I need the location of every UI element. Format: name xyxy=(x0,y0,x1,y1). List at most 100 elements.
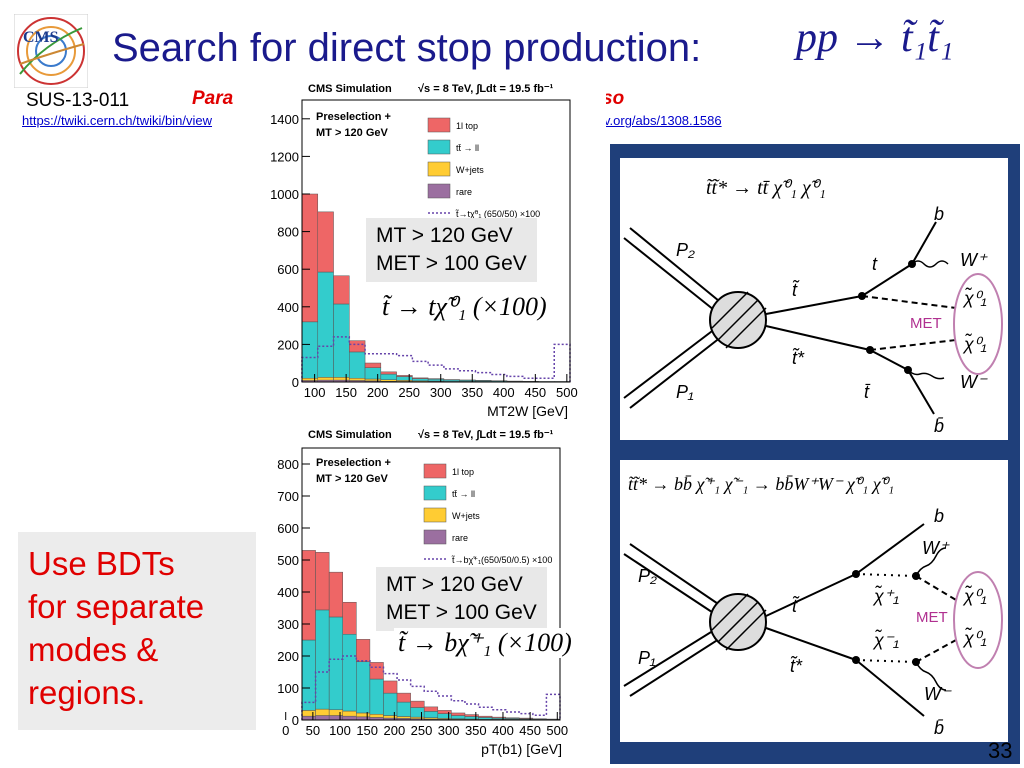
chart-1-bar-tt-ll-5 xyxy=(380,373,397,380)
chart-1-ytick-label-800: 800 xyxy=(277,225,299,240)
chart-2-xtick-label-50: 50 xyxy=(306,723,320,738)
chart-1-legend-label-0: 1l top xyxy=(456,121,478,131)
chart-1-legend-swatch-1 xyxy=(427,139,451,155)
chart-1-bar-w-jets-2 xyxy=(333,377,350,381)
chart-1-title: CMS Simulation xyxy=(308,83,392,95)
chart-1-bar-w-jets-1 xyxy=(317,377,334,381)
chart-1-bar-1l-top-7 xyxy=(412,377,429,379)
chart-2-bar-tt-ll-7 xyxy=(396,701,411,717)
chart-1-xtick-label-150: 150 xyxy=(335,385,357,400)
chart-1-bar-1l-top-6 xyxy=(396,375,413,377)
twiki-link[interactable]: https://twiki.cern.ch/twiki/bin/view xyxy=(22,113,213,128)
chart-1-bar-tt-ll-1 xyxy=(317,271,334,378)
feynman-diagram-top: t̃t̃* → tt̄ χ̃⁰₁ χ̃⁰₁ P₂ P₁ t̃ t̃* t t̄ … xyxy=(620,158,1008,440)
chart-1-ytick-label-1400: 1400 xyxy=(270,112,299,127)
chart-2-bar-w-jets-3 xyxy=(342,710,357,717)
chart-1-legend-swatch-2 xyxy=(427,161,451,177)
chart-2-bar-tt-ll-2 xyxy=(328,616,343,711)
diagram-1-met-label: MET xyxy=(910,315,942,332)
chart-2-xlabel: pT(b1) [GeV] xyxy=(481,741,562,757)
chart-1-legend-label-1: tt̄ → ll xyxy=(456,143,479,153)
cms-logo: CMS xyxy=(14,14,88,88)
diagram-1-label-bbar: b̄ xyxy=(934,416,944,436)
chart-2-decay-formula: t̃ → bχ̃⁺₁ (×100) xyxy=(394,628,576,658)
diagram-1-label-stopbar: t̃* xyxy=(792,348,805,368)
chart-2-xtick-label-450: 450 xyxy=(519,723,541,738)
chart-1-xtick-label-300: 300 xyxy=(430,385,452,400)
chart-2-bar-1l-top-15 xyxy=(505,717,520,719)
chart-2-bar-tt-ll-11 xyxy=(451,715,466,719)
chart-1-xlabel: MT2W [GeV] xyxy=(487,403,568,419)
paper-title-fragment: Para xyxy=(192,88,234,109)
chart-2-legend-label-2: W+jets xyxy=(452,511,480,521)
chart-2-legend-label-1: tt̄ → ll xyxy=(452,489,475,499)
chart-2-bar-1l-top-16 xyxy=(519,717,534,719)
chart-2-title: CMS Simulation xyxy=(308,429,392,441)
chart-2-bar-w-jets-1 xyxy=(315,708,330,716)
chart-2-bar-1l-top-0 xyxy=(301,550,316,641)
chart-1-energy: √s = 8 TeV, ∫Ldt = 19.5 fb⁻¹ xyxy=(418,83,554,95)
chart-1-ytick-label-400: 400 xyxy=(277,300,299,315)
chart-2-bar-rare-1 xyxy=(315,715,330,721)
chart-1-bar-tt-ll-8 xyxy=(427,378,445,382)
chart-2-bar-1l-top-10 xyxy=(437,710,452,714)
chart-2-bar-rare-2 xyxy=(328,715,343,721)
chart-1-cut-box: MT > 120 GeV MET > 100 GeV xyxy=(366,218,537,282)
chart-2-bar-tt-ll-8 xyxy=(410,707,425,718)
chart-1-bar-1l-top-8 xyxy=(427,378,445,380)
chart-1-xtick-label-100: 100 xyxy=(304,385,326,400)
note-box xyxy=(18,532,256,730)
chart-1-ytick-label-1000: 1000 xyxy=(270,187,299,202)
chart-2-selection-2: MT > 120 GeV xyxy=(316,473,389,485)
chart-2-cut-box: MT > 120 GeV MET > 100 GeV xyxy=(376,567,547,631)
chart-1-bar-tt-ll-3 xyxy=(349,351,366,379)
chart-1-xtick-label-500: 500 xyxy=(556,385,578,400)
title-formula: pp → t̃₁t̃₁ xyxy=(796,15,954,61)
chart-1-bar-1l-top-4 xyxy=(364,362,382,368)
diagram-2-label-chi-b: χ̃⁰₁ xyxy=(962,627,987,648)
chart-2-xtick-label-150: 150 xyxy=(356,723,378,738)
page-number: 33 xyxy=(988,738,1013,763)
chart-2-bar-tt-ll-12 xyxy=(464,716,479,720)
diagram-1-label-p1: P₁ xyxy=(676,382,694,402)
chart-2-xtick-label-400: 400 xyxy=(492,723,514,738)
chart-2-bar-tt-ll-4 xyxy=(356,661,371,714)
diagram-2-label-b: b xyxy=(934,506,944,526)
diagram-1-label-wp: W⁺ xyxy=(960,250,988,270)
chart-2-ytick-label-100: 100 xyxy=(277,681,299,696)
analysis-id: SUS-13-011 xyxy=(26,90,130,111)
chart-2-ytick-label-700: 700 xyxy=(277,489,299,504)
chart-1-bar-1l-top-1 xyxy=(317,211,334,273)
chart-2-bar-w-jets-5 xyxy=(369,713,384,718)
chart-1-xtick-label-450: 450 xyxy=(524,385,546,400)
chart-2-legend-label-0: 1l top xyxy=(452,467,474,477)
chart-1-selection-2: MT > 120 GeV xyxy=(316,127,389,139)
chart-1-bar-1l-top-3 xyxy=(349,340,366,353)
diagram-2-label-chim: χ̃⁻₁ xyxy=(872,629,899,650)
diagram-2-label-chip: χ̃⁺₁ xyxy=(872,585,899,606)
chart-2-bar-tt-ll-13 xyxy=(478,717,493,720)
diagram-2-label-stop: t̃ xyxy=(792,596,800,616)
chart-1-legend-label-2: W+jets xyxy=(456,165,484,175)
chart-1-bar-1l-top-2 xyxy=(333,275,350,305)
chart-1-selection-1: Preselection + xyxy=(316,111,391,123)
chart-1-bar-tt-ll-0 xyxy=(301,321,319,379)
chart-2-frame xyxy=(301,447,561,721)
chart-1-legend-label-3: rare xyxy=(456,187,472,197)
chart-mt2w: CMS Simulation √s = 8 TeV, ∫Ldt = 19.5 f… xyxy=(242,80,606,424)
chart-1-ytick-label-200: 200 xyxy=(277,337,299,352)
chart-2-bar-tt-ll-0 xyxy=(301,639,316,711)
chart-2-xtick-label-350: 350 xyxy=(465,723,487,738)
diagram-2-label-p1: P₁ xyxy=(638,648,656,668)
chart-2-xtick-label-300: 300 xyxy=(438,723,460,738)
arxiv-link[interactable]: v.org/abs/1308.1586 xyxy=(604,113,722,128)
chart-2-selection-1: Preselection + xyxy=(316,457,391,469)
chart-2-bar-w-jets-6 xyxy=(383,715,398,719)
diagram-2-label-bbar: b̄ xyxy=(934,718,944,738)
chart-1-ytick-label-600: 600 xyxy=(277,262,299,277)
chart-2-bar-1l-top-13 xyxy=(478,715,493,718)
chart-1-bar-tt-ll-7 xyxy=(412,378,429,382)
chart-1-bar-tt-ll-2 xyxy=(333,303,350,378)
chart-2-bar-tt-ll-3 xyxy=(342,633,357,712)
chart-2-bar-1l-top-3 xyxy=(342,601,357,635)
